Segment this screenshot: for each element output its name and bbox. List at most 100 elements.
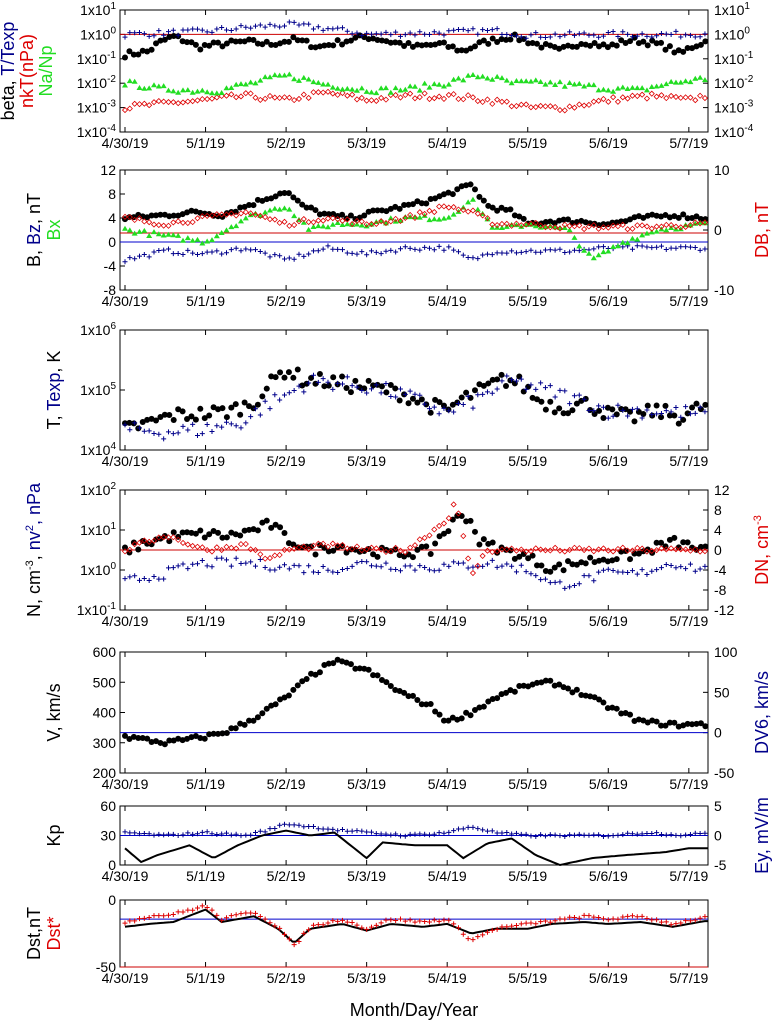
data-point xyxy=(146,831,152,837)
data-point xyxy=(644,915,650,921)
data-point xyxy=(277,925,283,931)
data-point xyxy=(436,30,442,36)
data-point xyxy=(146,915,152,921)
data-point xyxy=(238,23,244,29)
data-point xyxy=(347,37,354,44)
data-point xyxy=(567,914,573,920)
panel-p3: 4/30/19 5/1/19 5/2/19 5/3/19 5/4/19 5/5/19 5/6… xyxy=(44,321,709,469)
x-tick-label: 4/30/19 xyxy=(102,293,149,309)
data-point xyxy=(586,913,592,919)
data-point xyxy=(673,245,679,251)
data-point xyxy=(228,91,235,98)
data-point xyxy=(678,564,684,570)
data-point xyxy=(397,217,404,225)
data-point xyxy=(382,85,389,91)
data-point xyxy=(576,915,582,921)
panel-p1: 4/30/19 5/1/19 5/2/19 5/3/19 5/4/19 5/5/19 5/6… xyxy=(0,1,754,151)
data-point xyxy=(397,33,403,39)
data-point xyxy=(518,223,525,229)
data-point xyxy=(600,41,607,48)
data-point xyxy=(150,229,157,235)
data-point xyxy=(445,204,452,211)
data-point xyxy=(382,96,390,103)
data-point xyxy=(687,244,693,250)
data-point xyxy=(146,232,153,238)
data-point xyxy=(610,29,616,35)
data-point xyxy=(271,216,278,223)
data-point xyxy=(479,98,486,106)
data-point xyxy=(566,103,573,110)
x-tick-label: 5/7/19 xyxy=(669,868,708,884)
data-point xyxy=(276,72,283,78)
data-point xyxy=(683,244,689,250)
data-point xyxy=(556,561,563,568)
data-point xyxy=(504,561,510,567)
data-point xyxy=(271,94,278,101)
data-point xyxy=(484,929,490,935)
data-point xyxy=(687,831,693,837)
data-point xyxy=(625,31,631,37)
data-point xyxy=(702,563,708,569)
data-point xyxy=(683,566,689,572)
x-tick-label: 5/6/19 xyxy=(589,776,628,792)
data-point xyxy=(489,252,495,258)
data-point xyxy=(449,191,456,198)
data-point xyxy=(431,247,437,253)
data-point xyxy=(316,371,323,378)
data-point xyxy=(185,27,191,33)
panel-frame xyxy=(119,169,709,291)
data-point xyxy=(146,538,153,545)
data-point xyxy=(185,427,191,433)
x-tick-label: 5/1/19 xyxy=(186,293,225,309)
series-line xyxy=(124,908,709,943)
data-point xyxy=(534,679,541,686)
data-point xyxy=(382,548,390,556)
data-point xyxy=(561,221,568,228)
y-axis-label: B, Bz, nT xyxy=(24,193,44,267)
data-point xyxy=(396,39,403,46)
data-point xyxy=(402,214,409,220)
data-point xyxy=(600,86,607,92)
data-point xyxy=(418,42,425,49)
data-point xyxy=(201,42,208,49)
data-point xyxy=(697,720,704,727)
data-point xyxy=(475,392,481,398)
data-point xyxy=(206,42,213,49)
data-point xyxy=(407,211,414,219)
data-point xyxy=(252,910,258,916)
data-point xyxy=(409,554,416,561)
data-point xyxy=(334,91,341,98)
data-point xyxy=(126,78,133,84)
data-point xyxy=(480,252,486,258)
data-point xyxy=(576,101,583,108)
data-point xyxy=(658,82,665,88)
data-point xyxy=(687,411,693,417)
data-point xyxy=(396,397,403,404)
data-point xyxy=(436,81,443,87)
data-point xyxy=(223,27,229,33)
x-tick-label: 4/30/19 xyxy=(102,868,149,884)
data-point xyxy=(161,247,167,253)
data-point xyxy=(422,401,428,407)
data-point xyxy=(139,734,146,741)
data-point xyxy=(465,824,471,830)
data-point xyxy=(525,555,532,562)
data-point xyxy=(677,546,684,553)
data-point xyxy=(262,555,269,562)
data-point xyxy=(334,542,341,549)
data-point xyxy=(542,34,548,40)
y-tick-right-label: 1x10-2 xyxy=(714,74,754,91)
data-point xyxy=(246,202,253,209)
data-point xyxy=(354,251,360,257)
y-tick-label: 1x100 xyxy=(80,561,116,578)
data-point xyxy=(250,36,257,43)
data-point xyxy=(213,544,220,551)
y-tick-right-label: 12 xyxy=(714,482,730,498)
data-point xyxy=(576,248,582,254)
data-point xyxy=(581,573,587,579)
data-point xyxy=(702,723,709,730)
data-point xyxy=(179,539,187,547)
data-point xyxy=(671,719,678,726)
data-point xyxy=(511,688,518,695)
data-point xyxy=(470,937,476,943)
